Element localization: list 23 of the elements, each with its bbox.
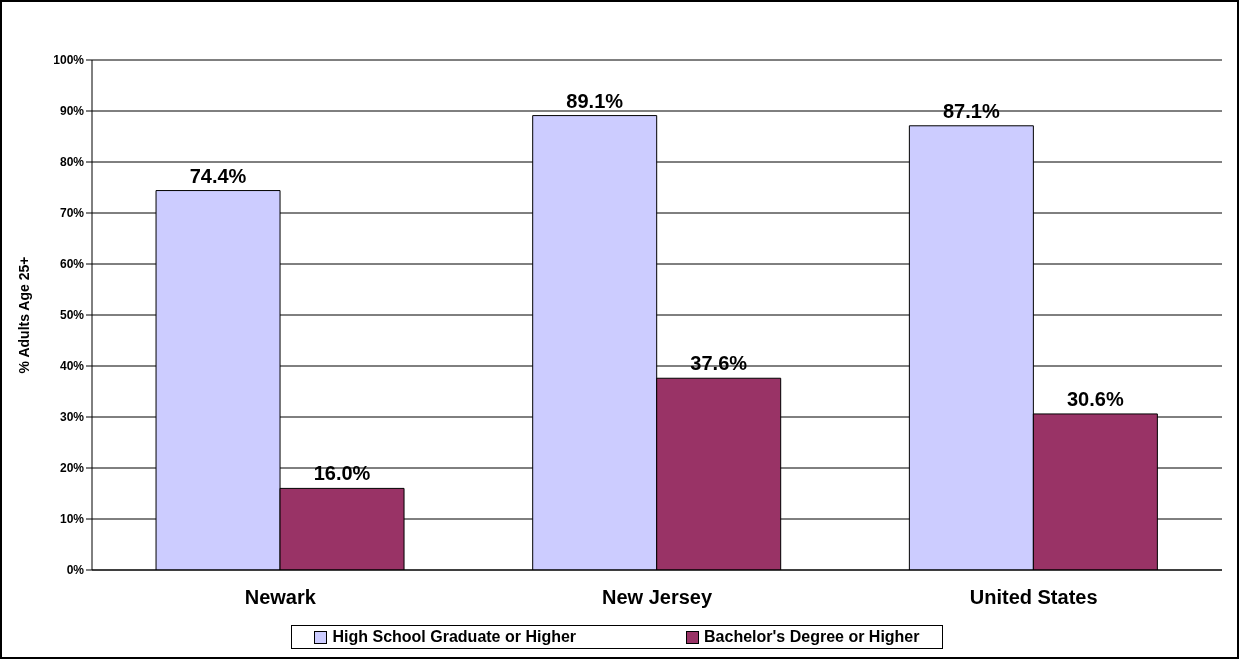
x-tick-label: Newark bbox=[244, 586, 317, 609]
data-label: 30.6% bbox=[1067, 387, 1124, 410]
data-label: 37.6% bbox=[690, 352, 748, 375]
y-tick-label: 70% bbox=[59, 206, 85, 221]
x-tick-label: New Jersey bbox=[601, 586, 713, 609]
y-tick-label: 100% bbox=[53, 53, 85, 68]
y-tick-label: 50% bbox=[59, 308, 85, 323]
y-tick-label: 80% bbox=[59, 155, 85, 170]
y-tick-label: 20% bbox=[59, 461, 85, 476]
y-tick-label: 30% bbox=[59, 410, 85, 425]
y-tick-label: 0% bbox=[66, 563, 85, 578]
y-tick-label: 10% bbox=[59, 512, 85, 527]
y-tick-label: 60% bbox=[59, 257, 85, 272]
legend-label: High School Graduate or Higher bbox=[331, 628, 577, 646]
y-tick-label: 40% bbox=[59, 359, 85, 374]
y-axis-title: % Adults Age 25+ bbox=[15, 256, 32, 374]
data-label: 16.0% bbox=[313, 462, 371, 485]
x-tick-label: United States bbox=[969, 586, 1098, 609]
data-label: 89.1% bbox=[566, 89, 624, 112]
y-tick-label: 90% bbox=[59, 104, 85, 119]
legend-label: Bachelor's Degree or Higher bbox=[703, 628, 920, 646]
data-label: 74.4% bbox=[189, 164, 247, 187]
data-label: 87.1% bbox=[943, 99, 1000, 122]
